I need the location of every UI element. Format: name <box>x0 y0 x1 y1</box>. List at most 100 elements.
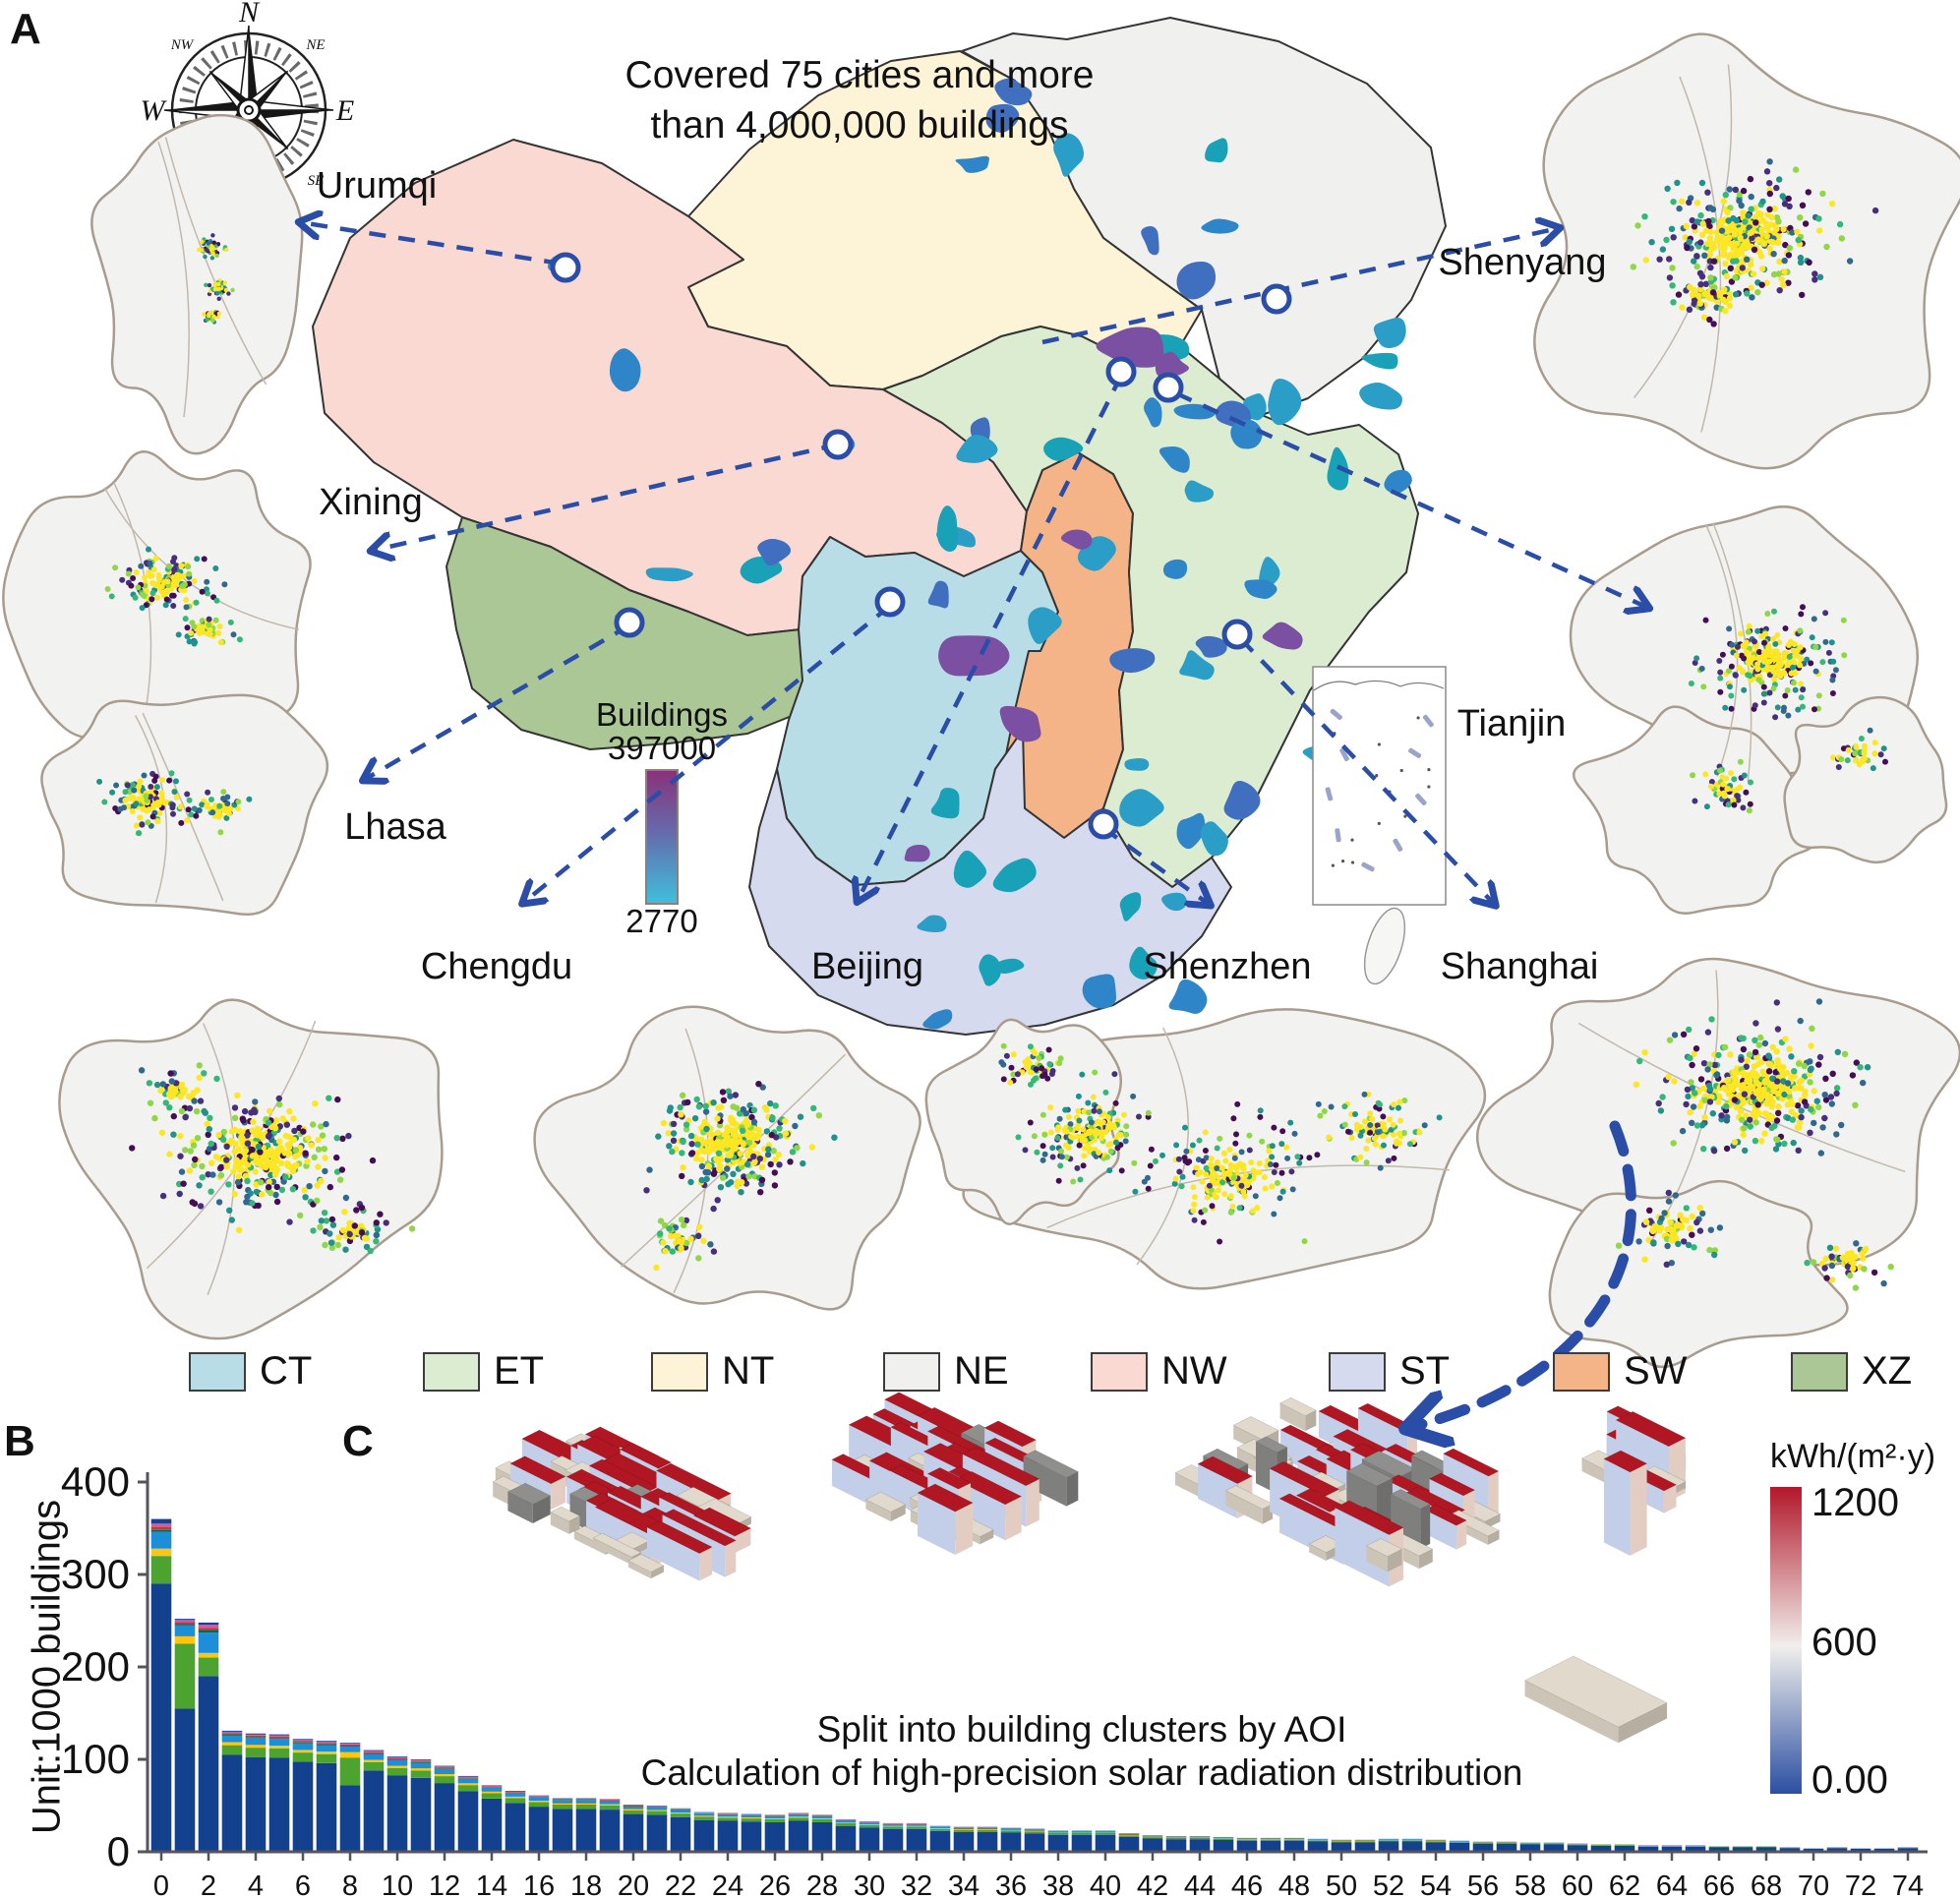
solar-colorbar-tick-0: 0.00 <box>1812 1758 1888 1802</box>
bar-60-segment-2 <box>1567 1844 1588 1846</box>
bar-10-segment-7 <box>386 1757 408 1759</box>
city-inset-urumqi <box>90 113 304 455</box>
svg-text:NW: NW <box>170 37 195 53</box>
map-city-marker <box>874 586 906 618</box>
bar-63-segment-2 <box>1637 1846 1659 1847</box>
bar-7-segment-8 <box>316 1741 337 1743</box>
dashed-arrow <box>1239 637 1495 905</box>
bar-51-segment-4 <box>1354 1840 1376 1841</box>
dashed-arrow <box>523 604 892 903</box>
solar-colorbar-title: kWh/(m²·y) <box>1769 1438 1936 1475</box>
bar-34-segment-1 <box>953 1831 975 1852</box>
svg-text:68: 68 <box>1751 1870 1782 1899</box>
bar-2-segment-7 <box>198 1625 219 1629</box>
bar-3-segment-4 <box>221 1735 243 1743</box>
dashed-arrow <box>300 222 562 267</box>
svg-text:44: 44 <box>1184 1870 1216 1899</box>
legend-swatch-xz <box>1791 1351 1848 1392</box>
buildings-colorbar-title: Buildings <box>596 696 728 733</box>
bar-13-segment-8 <box>457 1775 479 1777</box>
bar-2-segment-3 <box>198 1652 219 1658</box>
map-region-et <box>882 326 1419 888</box>
bar-23-segment-1 <box>693 1819 715 1852</box>
solar-colorbar <box>1770 1487 1802 1794</box>
bar-18-segment-3 <box>575 1803 597 1805</box>
bar-34-segment-2 <box>953 1829 975 1832</box>
bar-57-segment-4 <box>1496 1842 1517 1843</box>
panel-c-caption-line2: Calculation of high-precision solar radi… <box>640 1752 1523 1793</box>
bar-27-segment-3 <box>788 1816 809 1818</box>
solar-colorbar-tick-600: 600 <box>1812 1621 1877 1664</box>
bar-9-segment-6 <box>363 1751 385 1753</box>
bar-4-segment-8 <box>245 1733 267 1735</box>
svg-text:10: 10 <box>382 1870 413 1899</box>
bar-33-segment-2 <box>929 1828 951 1831</box>
bar-9-segment-3 <box>363 1759 385 1762</box>
dashed-arrow <box>372 442 839 551</box>
map-city-marker <box>1105 356 1137 387</box>
bar-30-segment-2 <box>859 1824 880 1828</box>
bar-36-segment-4 <box>1000 1828 1022 1830</box>
bar-7-segment-5 <box>316 1744 337 1746</box>
svg-text:400: 400 <box>61 1458 130 1505</box>
bar-35-segment-2 <box>977 1829 998 1832</box>
svg-text:0: 0 <box>107 1828 130 1874</box>
bar-11-segment-5 <box>410 1761 432 1763</box>
bar-1-segment-1 <box>174 1708 196 1852</box>
city-inset-shenzhen <box>924 1008 1487 1290</box>
bar-3-segment-2 <box>221 1745 243 1755</box>
bar-37-segment-1 <box>1024 1833 1045 1852</box>
map-city-marker <box>1261 283 1292 315</box>
bar-4-segment-1 <box>245 1756 267 1852</box>
city-label-xining: Xining <box>319 482 423 523</box>
svg-text:4: 4 <box>248 1870 264 1899</box>
figure-title-line2: than 4,000,000 buildings <box>650 103 1069 147</box>
bar-0-segment-1 <box>150 1583 172 1852</box>
bar-46-segment-4 <box>1236 1838 1258 1840</box>
bar-21-segment-2 <box>646 1810 668 1815</box>
bar-60-segment-4 <box>1567 1843 1588 1845</box>
bar-21-segment-1 <box>646 1814 668 1852</box>
bar-64-segment-1 <box>1661 1846 1683 1852</box>
building-cluster-2 <box>831 1392 1080 1555</box>
bar-22-segment-7 <box>670 1809 691 1810</box>
bar-18-segment-1 <box>575 1809 597 1852</box>
bar-38-segment-1 <box>1047 1834 1069 1852</box>
bar-46-segment-1 <box>1236 1840 1258 1852</box>
bar-4-segment-6 <box>245 1736 267 1738</box>
building-cluster-1 <box>492 1426 752 1581</box>
bar-9-segment-5 <box>363 1752 385 1754</box>
bar-22-segment-2 <box>670 1813 691 1817</box>
bar-12-segment-2 <box>434 1776 455 1784</box>
bar-30-segment-3 <box>859 1824 880 1825</box>
bar-23-segment-3 <box>693 1815 715 1817</box>
svg-text:58: 58 <box>1515 1870 1546 1899</box>
bar-9-segment-4 <box>363 1753 385 1760</box>
bar-11-segment-3 <box>410 1768 432 1771</box>
bar-28-segment-4 <box>811 1815 833 1818</box>
bar-30-segment-1 <box>859 1827 880 1852</box>
bar-16-segment-8 <box>528 1795 550 1797</box>
bar-37-segment-4 <box>1024 1829 1045 1831</box>
legend-item-sw: SW <box>1553 1349 1687 1394</box>
bar-6-segment-1 <box>292 1761 314 1852</box>
svg-text:48: 48 <box>1278 1870 1310 1899</box>
bar-13-segment-2 <box>457 1785 479 1792</box>
buildings-colorbar-min: 2770 <box>625 903 698 939</box>
bar-0-segment-4 <box>150 1531 172 1549</box>
bar-6-segment-5 <box>292 1742 314 1744</box>
bar-18-segment-7 <box>575 1798 597 1800</box>
bar-23-segment-2 <box>693 1816 715 1820</box>
bar-56-segment-2 <box>1472 1842 1494 1844</box>
bar-33-segment-1 <box>929 1830 951 1852</box>
bar-8-segment-7 <box>339 1743 361 1745</box>
bar-39-segment-3 <box>1071 1832 1093 1833</box>
bar-48-segment-4 <box>1283 1838 1305 1840</box>
bar-1-segment-5 <box>174 1624 196 1626</box>
svg-text:200: 200 <box>61 1643 130 1690</box>
bar-16-segment-5 <box>528 1797 550 1798</box>
legend-item-nw: NW <box>1091 1349 1227 1394</box>
bar-48-segment-2 <box>1283 1839 1305 1841</box>
bar-27-segment-2 <box>788 1817 809 1821</box>
legend-swatch-et <box>423 1351 480 1392</box>
